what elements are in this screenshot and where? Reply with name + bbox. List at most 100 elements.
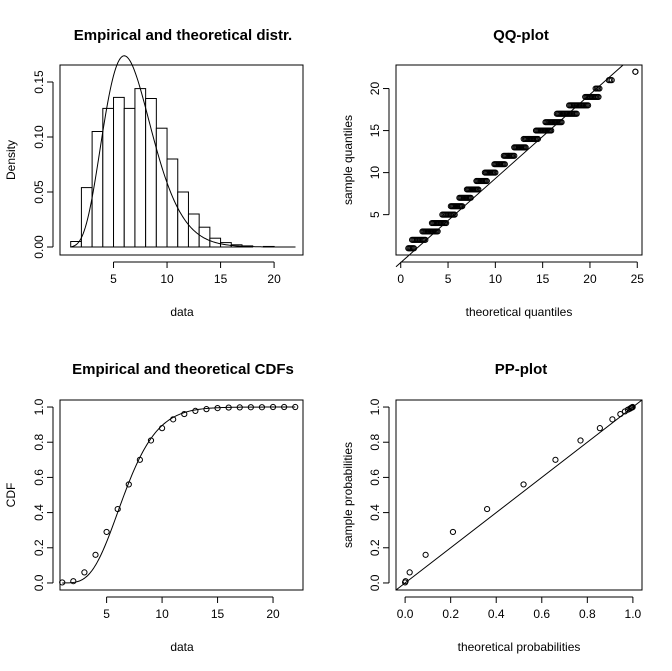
histogram-bar xyxy=(166,158,179,248)
x-axis-label: data xyxy=(170,640,194,654)
y-tick-label: 15 xyxy=(368,124,382,138)
x-tick-label: 1.0 xyxy=(625,607,642,621)
cdf-point xyxy=(147,437,155,444)
x-tick-label: 20 xyxy=(267,272,281,286)
y-axis-label: CDF xyxy=(4,483,18,508)
x-tick-label: 0.4 xyxy=(488,607,505,621)
cdf-point xyxy=(92,551,99,558)
y-axis-label: Density xyxy=(4,140,18,180)
y-tick-label: 0.6 xyxy=(32,469,46,486)
pp-point xyxy=(406,569,413,576)
y-tick-label: 0.05 xyxy=(32,180,46,204)
pp-point xyxy=(596,425,603,432)
cdf-point xyxy=(214,404,221,412)
cdf-point xyxy=(192,407,199,415)
x-axis-label: theoretical probabilities xyxy=(458,640,581,654)
qq-point xyxy=(522,144,529,151)
cdf-point xyxy=(103,528,110,536)
density-curve xyxy=(70,55,296,248)
qq-point xyxy=(451,211,458,218)
cdf-point xyxy=(70,578,77,585)
x-tick-label: 15 xyxy=(536,272,550,286)
qq-marks xyxy=(395,64,639,268)
qq-point xyxy=(422,236,429,243)
y-tick-label: 0.0 xyxy=(32,574,46,591)
x-tick-label: 10 xyxy=(155,607,169,621)
cdf-point xyxy=(81,569,88,576)
qq-point xyxy=(584,102,592,109)
pp-marks xyxy=(395,399,643,591)
y-tick-label: 10 xyxy=(368,166,382,180)
chart-title: Empirical and theoretical CDFs xyxy=(72,361,294,378)
cdf-point xyxy=(158,425,166,432)
y-tick-label: 0.8 xyxy=(32,434,46,451)
histogram-bar xyxy=(123,107,136,248)
y-tick-label: 0.2 xyxy=(32,539,46,556)
plot-frame xyxy=(395,64,643,256)
axes: 5 10 15 20 0.00 0.05 0.10 0.15 xyxy=(32,70,281,286)
histogram-bar xyxy=(177,191,189,248)
axes: 0 5 10 15 20 25 5 10 15 20 xyxy=(368,82,644,286)
y-tick-label: 0.4 xyxy=(32,504,46,521)
cdf-point xyxy=(125,481,132,488)
qq-point xyxy=(608,77,615,84)
panel-pp: PP-plot 0.0 0.2 0.4 0.6 0.8 1.00.00.20.40.60.… xyxy=(341,361,643,654)
x-axis-label: data xyxy=(170,305,194,319)
histogram-marks xyxy=(70,55,296,248)
cdf-point xyxy=(225,404,232,411)
chart-title: QQ-plot xyxy=(493,27,549,44)
pp-point xyxy=(449,528,457,536)
x-tick-label: 0.8 xyxy=(579,607,596,621)
qq-point xyxy=(573,110,580,117)
plot-frame xyxy=(395,399,643,591)
qq-point xyxy=(595,93,602,101)
pp-point xyxy=(629,403,636,411)
x-tick-label: 25 xyxy=(631,272,645,286)
axes: 5 10 15 20 0.0 0.2 0.4 0.6 0.8 1.0 xyxy=(32,398,280,621)
y-tick-label: 0.8 xyxy=(368,434,382,451)
cdf-point xyxy=(292,403,299,411)
plot-frame xyxy=(59,64,304,256)
pp-point xyxy=(402,578,409,585)
panel-qq: QQ-plot 0 5 10 15 20 25 5 10 15 20 theoretical qu… xyxy=(341,27,644,319)
qq-point xyxy=(443,219,450,227)
pp-point xyxy=(552,456,559,463)
cdf-point xyxy=(136,456,143,463)
x-tick-label: 5 xyxy=(445,272,452,286)
y-tick-label: 1.0 xyxy=(32,398,46,415)
cdf-point xyxy=(59,579,66,586)
plot-frame xyxy=(59,399,304,591)
y-tick-label: 1.0 xyxy=(368,398,382,415)
x-axis-label: theoretical quantiles xyxy=(466,305,573,319)
histogram-bar xyxy=(155,127,168,248)
x-tick-label: 20 xyxy=(583,272,597,286)
y-tick-label: 0.2 xyxy=(368,539,382,556)
cdf-point xyxy=(247,404,254,411)
reference-line xyxy=(395,64,624,268)
pp-point xyxy=(577,437,584,444)
y-tick-label: 0.4 xyxy=(368,504,382,521)
qq-point xyxy=(632,68,639,75)
cdf-point xyxy=(170,416,177,423)
pp-point xyxy=(617,410,624,418)
axes: 0.0 0.2 0.4 0.6 0.8 1.0 0.0 0.2 0.4 0.6 0.8 1.0 xyxy=(368,398,642,621)
pp-point xyxy=(520,481,527,488)
y-tick-label: 5 xyxy=(368,211,382,218)
y-axis-label: sample probabilities xyxy=(341,442,355,548)
qq-point xyxy=(501,161,508,168)
chart-title: Empirical and theoretical distr. xyxy=(74,27,292,44)
y-tick-label: 0.0 xyxy=(368,574,382,591)
panel-cdf: Empirical and theoretical CDFs 5 10 15 20 0.… xyxy=(4,361,304,654)
histogram-bar xyxy=(198,226,211,248)
cdf-point xyxy=(281,403,288,411)
x-tick-label: 0.0 xyxy=(397,607,414,621)
chart-title: PP-plot xyxy=(495,361,548,378)
cdf-point xyxy=(114,505,121,513)
qq-point xyxy=(475,186,482,193)
y-tick-label: 0.10 xyxy=(32,125,46,149)
cdf-point xyxy=(203,406,210,413)
qq-point xyxy=(483,177,490,185)
histogram-bar xyxy=(145,98,157,248)
x-tick-label: 10 xyxy=(489,272,503,286)
